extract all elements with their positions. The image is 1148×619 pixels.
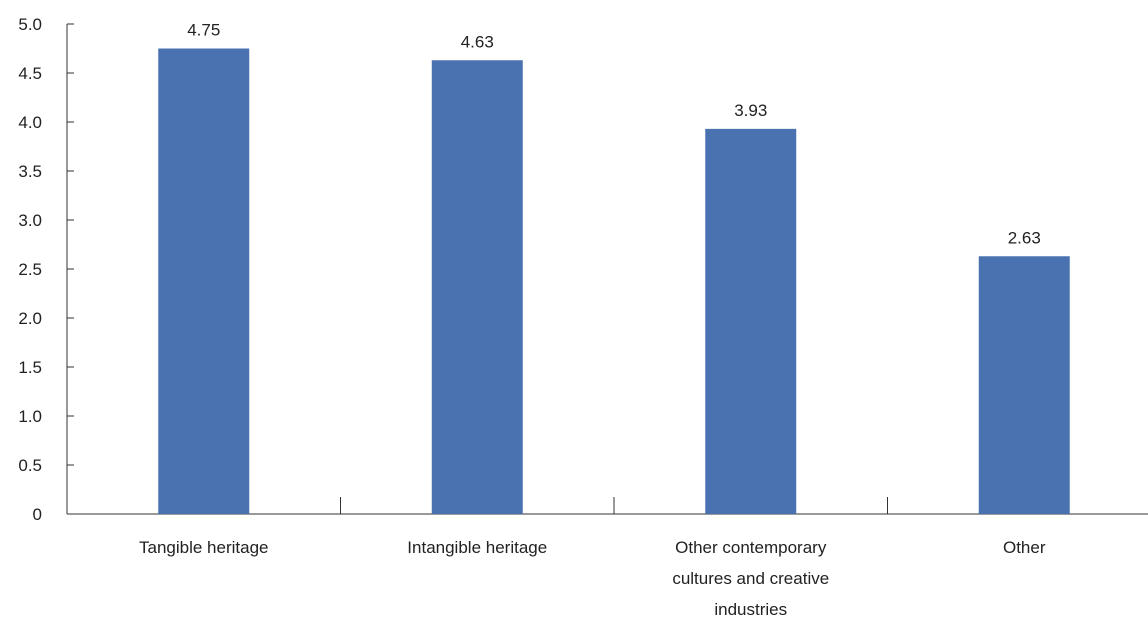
y-tick-label: 1.0 bbox=[18, 407, 42, 426]
bar bbox=[705, 128, 797, 515]
y-tick-label: 3.0 bbox=[18, 211, 42, 230]
y-axis: 0 0.5 1.0 1.5 2.0 2.5 3.0 3.5 4.0 4.5 5.0 bbox=[18, 15, 74, 524]
y-tick-label: 3.5 bbox=[18, 162, 42, 181]
y-tick-label: 4.0 bbox=[18, 113, 42, 132]
x-category-label: Intangible heritage bbox=[407, 538, 547, 557]
x-category-label: cultures and creative bbox=[672, 569, 829, 588]
x-category-label: Tangible heritage bbox=[139, 538, 268, 557]
bar bbox=[158, 48, 250, 514]
bar bbox=[978, 256, 1070, 514]
x-category-label: industries bbox=[714, 600, 787, 619]
bar-value-label: 4.63 bbox=[461, 32, 494, 51]
y-tick-label: 0.5 bbox=[18, 456, 42, 475]
y-tick-label: 4.5 bbox=[18, 64, 42, 83]
y-tick-label: 2.5 bbox=[18, 260, 42, 279]
x-category-label: Other bbox=[1003, 538, 1046, 557]
y-tick-label: 0 bbox=[33, 505, 42, 524]
y-tick-label: 5.0 bbox=[18, 15, 42, 34]
bars bbox=[158, 48, 1070, 515]
x-category-label: Other contemporary bbox=[675, 538, 827, 557]
data-labels: 4.75 4.63 3.93 2.63 bbox=[187, 21, 1041, 248]
bar bbox=[431, 60, 523, 514]
y-tick-label: 2.0 bbox=[18, 309, 42, 328]
bar-value-label: 4.75 bbox=[187, 21, 220, 40]
y-tick-label: 1.5 bbox=[18, 358, 42, 377]
bar-value-label: 2.63 bbox=[1008, 228, 1041, 247]
bar-value-label: 3.93 bbox=[734, 101, 767, 120]
x-axis: Tangible heritage Intangible heritage Othe… bbox=[66, 497, 1148, 619]
